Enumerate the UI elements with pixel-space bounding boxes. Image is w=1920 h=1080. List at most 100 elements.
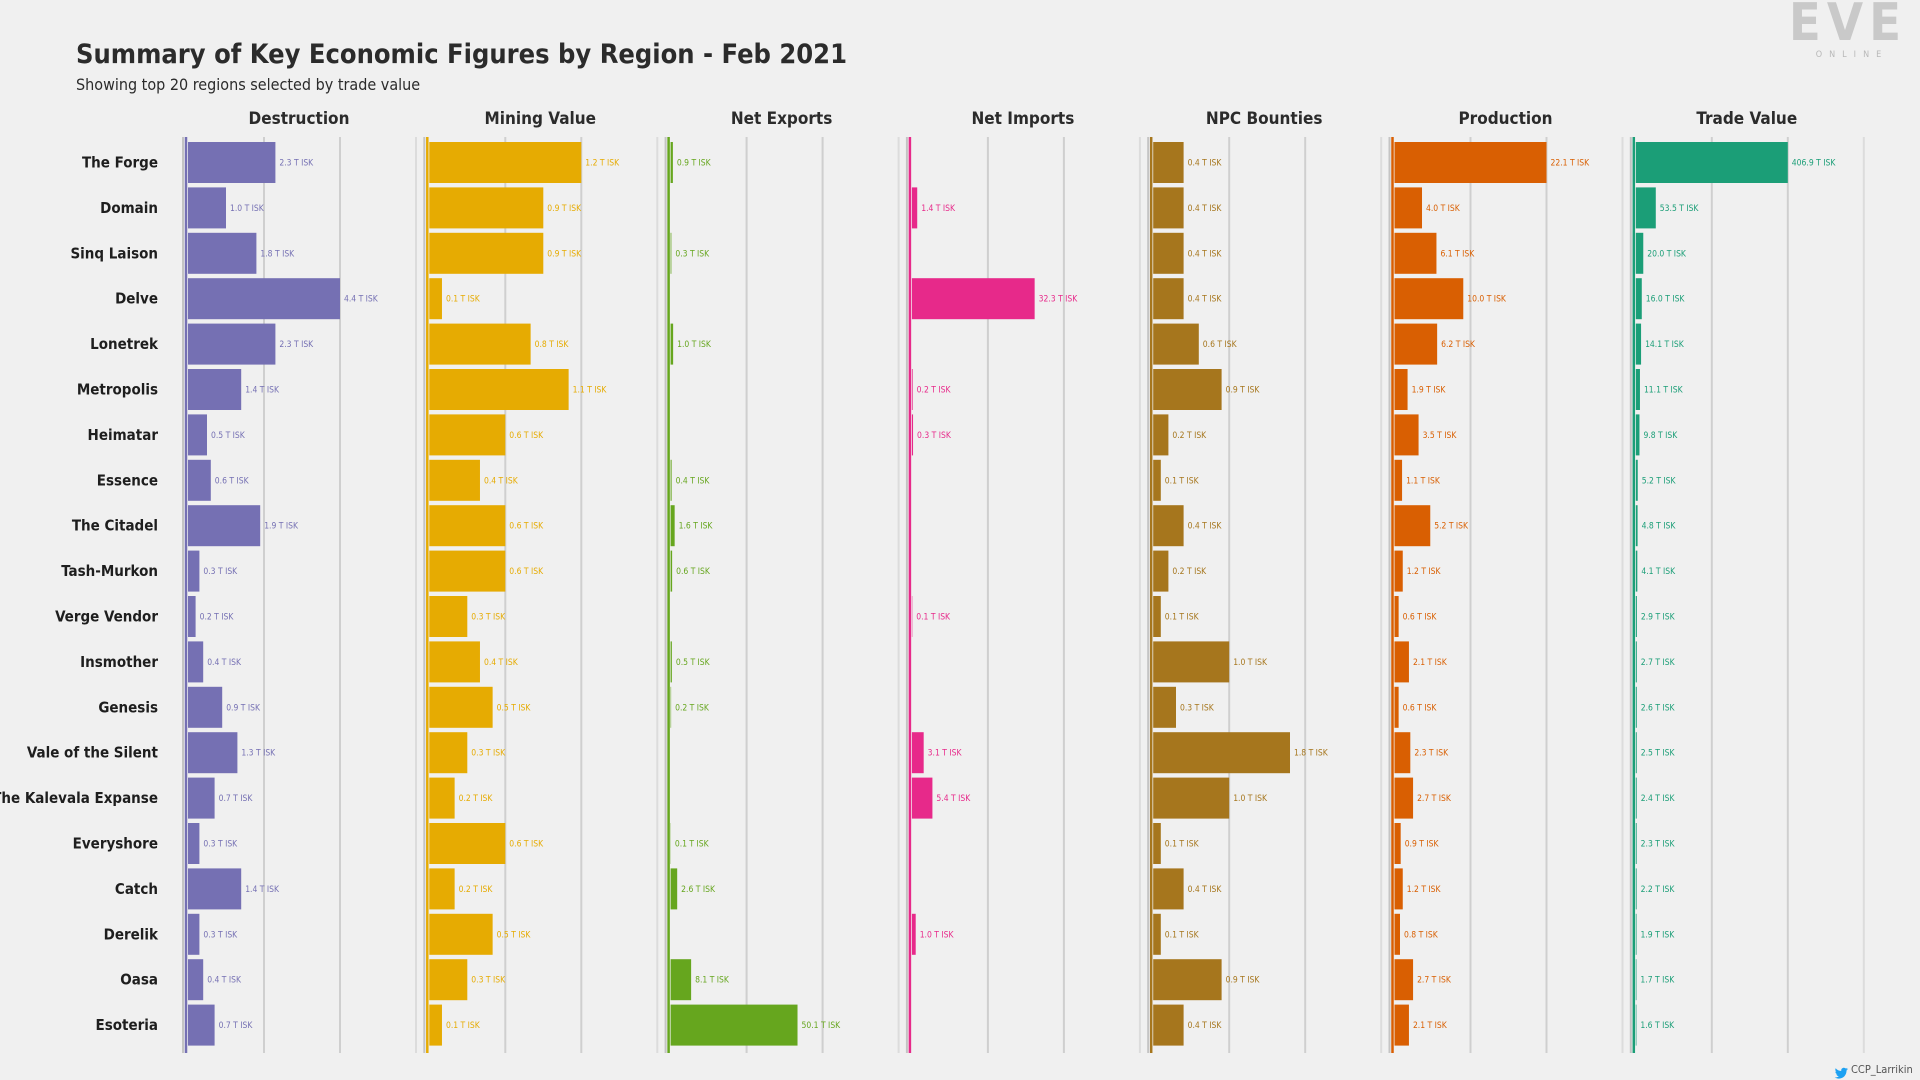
- bar: [188, 142, 276, 183]
- region-label: Sinq Laison: [70, 244, 158, 262]
- bar: [188, 596, 196, 637]
- bar-value-label: 2.3 T ISK: [1641, 840, 1676, 850]
- bar-value-label: 1.4 T ISK: [245, 885, 280, 895]
- bar: [1635, 686, 1637, 728]
- bar-value-label: 1.4 T ISK: [921, 204, 956, 214]
- bar: [429, 232, 544, 274]
- bar: [670, 686, 672, 728]
- bar: [429, 732, 468, 774]
- panel-production: Production 22.1 T ISK 4.0 T ISK 6.1 T ISK 10…: [1388, 109, 1624, 1053]
- bar-value-label: 1.2 T ISK: [585, 159, 620, 169]
- bar: [1394, 596, 1399, 637]
- region-label: Verge Vendor: [55, 608, 158, 626]
- bar-value-label: 3.5 T ISK: [1423, 431, 1458, 441]
- bar-value-label: 0.5 T ISK: [497, 930, 532, 940]
- twitter-bird-icon: [1834, 1067, 1848, 1079]
- bar-value-label: 32.3 T ISK: [1039, 295, 1079, 305]
- bar-value-label: 4.1 T ISK: [1641, 567, 1676, 577]
- panel-destruction: Destruction 2.3 T ISK 1.0 T ISK 1.8 T ISK 4.…: [182, 109, 417, 1053]
- bar: [429, 913, 493, 955]
- bar-value-label: 0.4 T ISK: [207, 976, 242, 986]
- bar-value-label: 0.5 T ISK: [211, 431, 246, 441]
- bar: [1153, 505, 1184, 547]
- bar-value-label: 2.3 T ISK: [279, 340, 314, 350]
- bar: [1394, 1004, 1409, 1046]
- region-label: The Forge: [82, 154, 158, 172]
- bar-value-label: 0.1 T ISK: [1165, 840, 1200, 850]
- bar-value-label: 0.3 T ISK: [917, 431, 952, 441]
- bar-value-label: 0.4 T ISK: [1188, 1021, 1223, 1031]
- bar-value-label: 1.6 T ISK: [1640, 1021, 1675, 1031]
- bar: [429, 505, 506, 547]
- bar: [429, 187, 544, 229]
- bar: [429, 323, 531, 365]
- bar-value-label: 0.9 T ISK: [1405, 840, 1440, 850]
- panel-title: Destruction: [249, 109, 350, 129]
- bar-value-label: 1.0 T ISK: [1233, 658, 1268, 668]
- bar: [429, 641, 480, 683]
- bar: [1153, 232, 1184, 274]
- bar: [188, 505, 261, 547]
- bar: [1635, 550, 1638, 592]
- bar: [1153, 641, 1230, 683]
- bar-value-label: 0.4 T ISK: [1188, 249, 1223, 259]
- region-label: Derelik: [104, 925, 159, 943]
- bar-value-label: 0.4 T ISK: [207, 658, 242, 668]
- bar: [429, 823, 506, 864]
- bar: [1635, 596, 1637, 637]
- bar: [1635, 369, 1640, 410]
- region-label: Lonetrek: [90, 335, 159, 353]
- bar: [1153, 868, 1184, 910]
- bar: [1394, 913, 1401, 955]
- bar: [1394, 777, 1414, 819]
- bar: [1394, 369, 1408, 410]
- bar: [429, 369, 569, 410]
- bar-value-label: 0.4 T ISK: [1188, 159, 1223, 169]
- bar: [1153, 459, 1161, 501]
- bar-value-label: 22.1 T ISK: [1551, 159, 1591, 169]
- bar: [1394, 232, 1437, 274]
- logo-sub-text: ONLINE: [1816, 50, 1889, 60]
- bar-value-label: 0.6 T ISK: [1403, 703, 1438, 713]
- bar-value-label: 0.9 T ISK: [1226, 386, 1261, 396]
- bar-value-label: 0.7 T ISK: [219, 794, 254, 804]
- eve-online-logo: EVE ONLINE: [1789, 0, 1901, 60]
- bar: [1394, 868, 1403, 910]
- bar-value-label: 0.5 T ISK: [676, 658, 711, 668]
- bar: [188, 732, 238, 774]
- bar-value-label: 0.9 T ISK: [547, 204, 582, 214]
- bar: [1394, 414, 1419, 456]
- bar-value-label: 2.1 T ISK: [1413, 1021, 1448, 1031]
- bar-value-label: 2.2 T ISK: [1641, 885, 1676, 895]
- bar-value-label: 1.0 T ISK: [920, 930, 955, 940]
- bar-value-label: 0.2 T ISK: [1172, 431, 1207, 441]
- bar-value-label: 1.1 T ISK: [1406, 476, 1441, 486]
- bar: [188, 187, 226, 229]
- bar-value-label: 1.8 T ISK: [260, 249, 295, 259]
- bar-value-label: 2.1 T ISK: [1413, 658, 1448, 668]
- bar: [1394, 641, 1409, 683]
- bar: [188, 913, 200, 955]
- bar-value-label: 1.1 T ISK: [573, 386, 608, 396]
- bar: [429, 777, 455, 819]
- bar: [429, 414, 506, 456]
- panel-title: Trade Value: [1696, 109, 1797, 129]
- bar-value-label: 0.1 T ISK: [446, 295, 481, 305]
- bar-value-label: 50.1 T ISK: [802, 1021, 842, 1031]
- bar: [429, 550, 506, 592]
- panel-npc-bounties: NPC Bounties 0.4 T ISK 0.4 T ISK 0.4 T ISK 0…: [1147, 109, 1383, 1053]
- bar: [188, 278, 340, 320]
- bar: [911, 777, 933, 819]
- bar: [1394, 505, 1431, 547]
- bar-value-label: 5.2 T ISK: [1642, 476, 1677, 486]
- region-label: Heimatar: [88, 426, 159, 444]
- bar: [1635, 868, 1637, 910]
- bar: [188, 414, 207, 456]
- panel-title: Net Imports: [971, 109, 1074, 129]
- bar: [188, 777, 215, 819]
- bar-value-label: 0.1 T ISK: [916, 613, 951, 623]
- bar: [1635, 913, 1637, 955]
- bar-value-label: 0.3 T ISK: [203, 567, 238, 577]
- bar: [188, 369, 242, 410]
- region-label: The Citadel: [72, 517, 158, 535]
